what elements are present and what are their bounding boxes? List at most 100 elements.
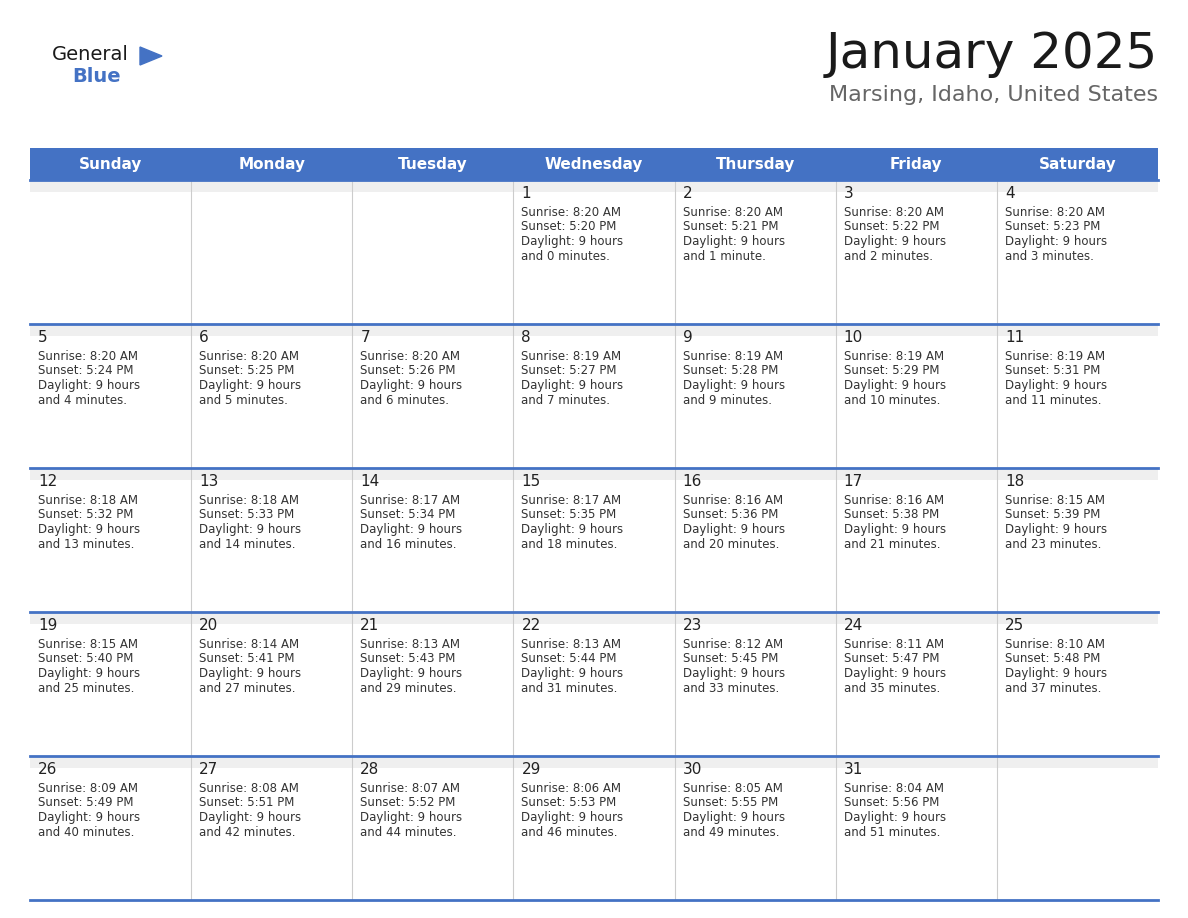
Bar	[30, 624, 191, 756]
Text: and 37 minutes.: and 37 minutes.	[1005, 681, 1101, 695]
Text: Sunset: 5:25 PM: Sunset: 5:25 PM	[200, 364, 295, 377]
Text: and 20 minutes.: and 20 minutes.	[683, 538, 779, 551]
Bar	[353, 480, 513, 612]
Text: Sunrise: 8:16 AM: Sunrise: 8:16 AM	[843, 494, 943, 507]
Text: Sunset: 5:35 PM: Sunset: 5:35 PM	[522, 509, 617, 521]
Text: Daylight: 9 hours: Daylight: 9 hours	[200, 667, 302, 680]
Text: Sunrise: 8:20 AM: Sunrise: 8:20 AM	[38, 350, 138, 363]
Text: 22: 22	[522, 618, 541, 633]
Text: 8: 8	[522, 330, 531, 345]
Text: Sunset: 5:39 PM: Sunset: 5:39 PM	[1005, 509, 1100, 521]
Text: 17: 17	[843, 474, 862, 489]
Text: Sunset: 5:51 PM: Sunset: 5:51 PM	[200, 797, 295, 810]
Text: Daylight: 9 hours: Daylight: 9 hours	[683, 667, 785, 680]
Bar	[353, 624, 513, 756]
Bar	[675, 148, 835, 180]
Bar	[675, 756, 835, 900]
Text: and 18 minutes.: and 18 minutes.	[522, 538, 618, 551]
Text: Sunrise: 8:08 AM: Sunrise: 8:08 AM	[200, 782, 299, 795]
Text: Daylight: 9 hours: Daylight: 9 hours	[683, 379, 785, 392]
Text: Sunset: 5:44 PM: Sunset: 5:44 PM	[522, 653, 617, 666]
Text: Sunrise: 8:19 AM: Sunrise: 8:19 AM	[843, 350, 943, 363]
Text: Sunset: 5:49 PM: Sunset: 5:49 PM	[38, 797, 133, 810]
Text: Daylight: 9 hours: Daylight: 9 hours	[38, 667, 140, 680]
Bar	[513, 480, 675, 612]
Text: Daylight: 9 hours: Daylight: 9 hours	[200, 379, 302, 392]
Text: 23: 23	[683, 618, 702, 633]
Text: 31: 31	[843, 762, 864, 777]
Text: Monday: Monday	[239, 156, 305, 172]
Text: 28: 28	[360, 762, 379, 777]
Text: Sunrise: 8:07 AM: Sunrise: 8:07 AM	[360, 782, 460, 795]
Text: Daylight: 9 hours: Daylight: 9 hours	[522, 235, 624, 248]
Text: Sunset: 5:41 PM: Sunset: 5:41 PM	[200, 653, 295, 666]
Text: Sunset: 5:52 PM: Sunset: 5:52 PM	[360, 797, 456, 810]
Text: January 2025: January 2025	[826, 30, 1158, 78]
Bar	[191, 468, 353, 612]
Text: Daylight: 9 hours: Daylight: 9 hours	[200, 523, 302, 536]
Bar	[835, 180, 997, 324]
Text: and 11 minutes.: and 11 minutes.	[1005, 394, 1101, 407]
Text: 9: 9	[683, 330, 693, 345]
Text: 13: 13	[200, 474, 219, 489]
Bar	[835, 480, 997, 612]
Text: 20: 20	[200, 618, 219, 633]
Bar	[997, 468, 1158, 612]
Bar	[997, 148, 1158, 180]
Text: 14: 14	[360, 474, 379, 489]
Text: and 51 minutes.: and 51 minutes.	[843, 825, 940, 838]
Text: and 49 minutes.: and 49 minutes.	[683, 825, 779, 838]
Text: Sunset: 5:23 PM: Sunset: 5:23 PM	[1005, 220, 1100, 233]
Bar	[513, 768, 675, 900]
Bar	[835, 148, 997, 180]
Text: Sunrise: 8:13 AM: Sunrise: 8:13 AM	[522, 638, 621, 651]
Text: 6: 6	[200, 330, 209, 345]
Bar	[191, 756, 353, 900]
Bar	[30, 148, 191, 180]
Text: and 6 minutes.: and 6 minutes.	[360, 394, 449, 407]
Text: and 25 minutes.: and 25 minutes.	[38, 681, 134, 695]
Bar	[191, 148, 353, 180]
Text: Daylight: 9 hours: Daylight: 9 hours	[843, 667, 946, 680]
Text: Sunrise: 8:20 AM: Sunrise: 8:20 AM	[360, 350, 460, 363]
Text: 19: 19	[38, 618, 57, 633]
Bar	[513, 148, 675, 180]
Text: Daylight: 9 hours: Daylight: 9 hours	[360, 811, 462, 824]
Text: Sunset: 5:55 PM: Sunset: 5:55 PM	[683, 797, 778, 810]
Text: Sunset: 5:48 PM: Sunset: 5:48 PM	[1005, 653, 1100, 666]
Text: Sunrise: 8:20 AM: Sunrise: 8:20 AM	[843, 206, 943, 219]
Bar	[513, 624, 675, 756]
Bar	[675, 624, 835, 756]
Text: and 23 minutes.: and 23 minutes.	[1005, 538, 1101, 551]
Text: Daylight: 9 hours: Daylight: 9 hours	[1005, 379, 1107, 392]
Text: Daylight: 9 hours: Daylight: 9 hours	[843, 811, 946, 824]
Text: Sunset: 5:45 PM: Sunset: 5:45 PM	[683, 653, 778, 666]
Text: 4: 4	[1005, 186, 1015, 201]
Text: 25: 25	[1005, 618, 1024, 633]
Text: and 3 minutes.: and 3 minutes.	[1005, 250, 1094, 263]
Text: and 13 minutes.: and 13 minutes.	[38, 538, 134, 551]
Text: and 42 minutes.: and 42 minutes.	[200, 825, 296, 838]
Bar	[997, 756, 1158, 900]
Text: 26: 26	[38, 762, 57, 777]
Bar	[675, 480, 835, 612]
Text: and 2 minutes.: and 2 minutes.	[843, 250, 933, 263]
Text: Daylight: 9 hours: Daylight: 9 hours	[683, 811, 785, 824]
Bar	[513, 468, 675, 612]
Text: 29: 29	[522, 762, 541, 777]
Bar	[675, 336, 835, 468]
Text: Daylight: 9 hours: Daylight: 9 hours	[843, 379, 946, 392]
Text: Sunrise: 8:18 AM: Sunrise: 8:18 AM	[200, 494, 299, 507]
Text: Sunrise: 8:11 AM: Sunrise: 8:11 AM	[843, 638, 943, 651]
Bar	[353, 192, 513, 324]
Text: 12: 12	[38, 474, 57, 489]
Text: and 10 minutes.: and 10 minutes.	[843, 394, 940, 407]
Text: Sunrise: 8:06 AM: Sunrise: 8:06 AM	[522, 782, 621, 795]
Bar	[997, 324, 1158, 468]
Text: Daylight: 9 hours: Daylight: 9 hours	[360, 667, 462, 680]
Text: Sunrise: 8:15 AM: Sunrise: 8:15 AM	[38, 638, 138, 651]
Text: Tuesday: Tuesday	[398, 156, 468, 172]
Text: Daylight: 9 hours: Daylight: 9 hours	[38, 379, 140, 392]
Text: Sunday: Sunday	[78, 156, 143, 172]
Bar	[353, 148, 513, 180]
